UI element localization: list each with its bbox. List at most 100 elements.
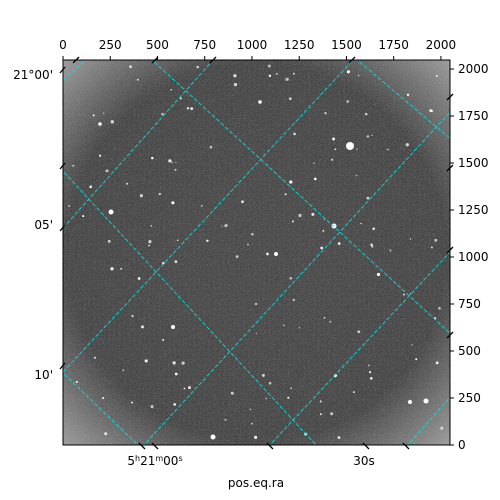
star xyxy=(247,243,249,246)
star xyxy=(334,148,337,151)
star xyxy=(376,272,381,277)
star xyxy=(72,164,75,167)
star xyxy=(188,386,191,390)
star xyxy=(131,401,133,404)
star xyxy=(224,418,227,421)
star xyxy=(174,260,178,264)
star xyxy=(366,135,370,138)
grid-line xyxy=(151,60,450,334)
star xyxy=(107,239,111,243)
star xyxy=(170,88,172,91)
star xyxy=(110,120,114,124)
star xyxy=(68,204,71,208)
star xyxy=(429,109,432,112)
star xyxy=(292,72,295,75)
wcs-tick xyxy=(72,56,80,64)
grid-line xyxy=(63,60,354,373)
star xyxy=(356,148,358,150)
wcs-tick xyxy=(209,56,217,64)
star xyxy=(267,64,271,68)
star xyxy=(98,122,102,126)
star xyxy=(206,239,209,243)
star xyxy=(174,168,177,171)
star xyxy=(209,145,213,149)
star xyxy=(289,180,293,184)
right-tick-label: 1750 xyxy=(458,109,489,123)
star xyxy=(440,426,444,430)
star xyxy=(403,293,405,296)
star xyxy=(161,112,164,116)
star xyxy=(366,196,370,200)
grid-line xyxy=(63,170,317,445)
star xyxy=(372,227,376,231)
star xyxy=(129,65,133,69)
coordinate-grid xyxy=(63,60,450,445)
right-tick-label: 1250 xyxy=(458,203,489,217)
star xyxy=(409,238,412,240)
star xyxy=(337,242,341,245)
right-tick-label: 1500 xyxy=(458,156,489,170)
star xyxy=(176,239,179,242)
star xyxy=(120,267,123,270)
star xyxy=(284,193,287,196)
star xyxy=(268,74,272,78)
star xyxy=(314,177,317,181)
star xyxy=(175,161,177,164)
star xyxy=(162,339,165,341)
ra-tick xyxy=(362,442,370,450)
star xyxy=(230,391,234,395)
star xyxy=(139,194,143,198)
star xyxy=(265,397,268,400)
star xyxy=(434,238,438,242)
star xyxy=(409,293,412,295)
star xyxy=(168,159,172,163)
star xyxy=(261,373,265,377)
right-tick-label: 0 xyxy=(458,438,466,452)
star xyxy=(171,325,175,329)
top-tick-label: 1000 xyxy=(237,38,268,52)
right-tick-label: 250 xyxy=(458,391,481,405)
star xyxy=(268,381,272,385)
star xyxy=(352,391,355,394)
right-tick-label: 1000 xyxy=(458,250,489,264)
star xyxy=(370,377,373,380)
star xyxy=(330,412,334,416)
star xyxy=(331,223,337,229)
star xyxy=(141,325,144,329)
star xyxy=(172,361,176,365)
axes: 0 250 500 750 1000 1250 1500 1750 2000 0 250 500 750… xyxy=(59,38,488,452)
dec-tick xyxy=(59,362,66,370)
right-tick-label: 500 xyxy=(458,344,481,358)
star xyxy=(75,380,78,384)
star xyxy=(319,400,322,403)
star xyxy=(251,422,253,425)
star xyxy=(151,156,154,160)
star xyxy=(186,106,190,110)
top-tick-label: 1500 xyxy=(331,38,362,52)
star xyxy=(93,356,96,359)
star xyxy=(233,74,237,78)
ra-tick-label-main: 5h21m00s xyxy=(127,454,182,469)
star xyxy=(364,112,368,116)
star xyxy=(408,400,412,404)
star xyxy=(337,436,341,440)
top-tick-label: 1250 xyxy=(284,38,315,52)
dec-tick-label-0: 21°00' xyxy=(13,68,53,82)
star xyxy=(293,132,296,136)
star xyxy=(171,201,175,205)
star xyxy=(423,398,429,404)
star xyxy=(355,174,358,177)
star xyxy=(283,324,285,326)
star xyxy=(438,306,441,310)
star xyxy=(196,65,199,69)
top-tick-label: 750 xyxy=(193,38,216,52)
star xyxy=(275,72,278,75)
star xyxy=(369,371,372,374)
star xyxy=(181,361,185,365)
star xyxy=(251,233,254,236)
star xyxy=(148,239,152,244)
star xyxy=(357,330,361,334)
star xyxy=(298,213,302,218)
star xyxy=(183,387,186,390)
